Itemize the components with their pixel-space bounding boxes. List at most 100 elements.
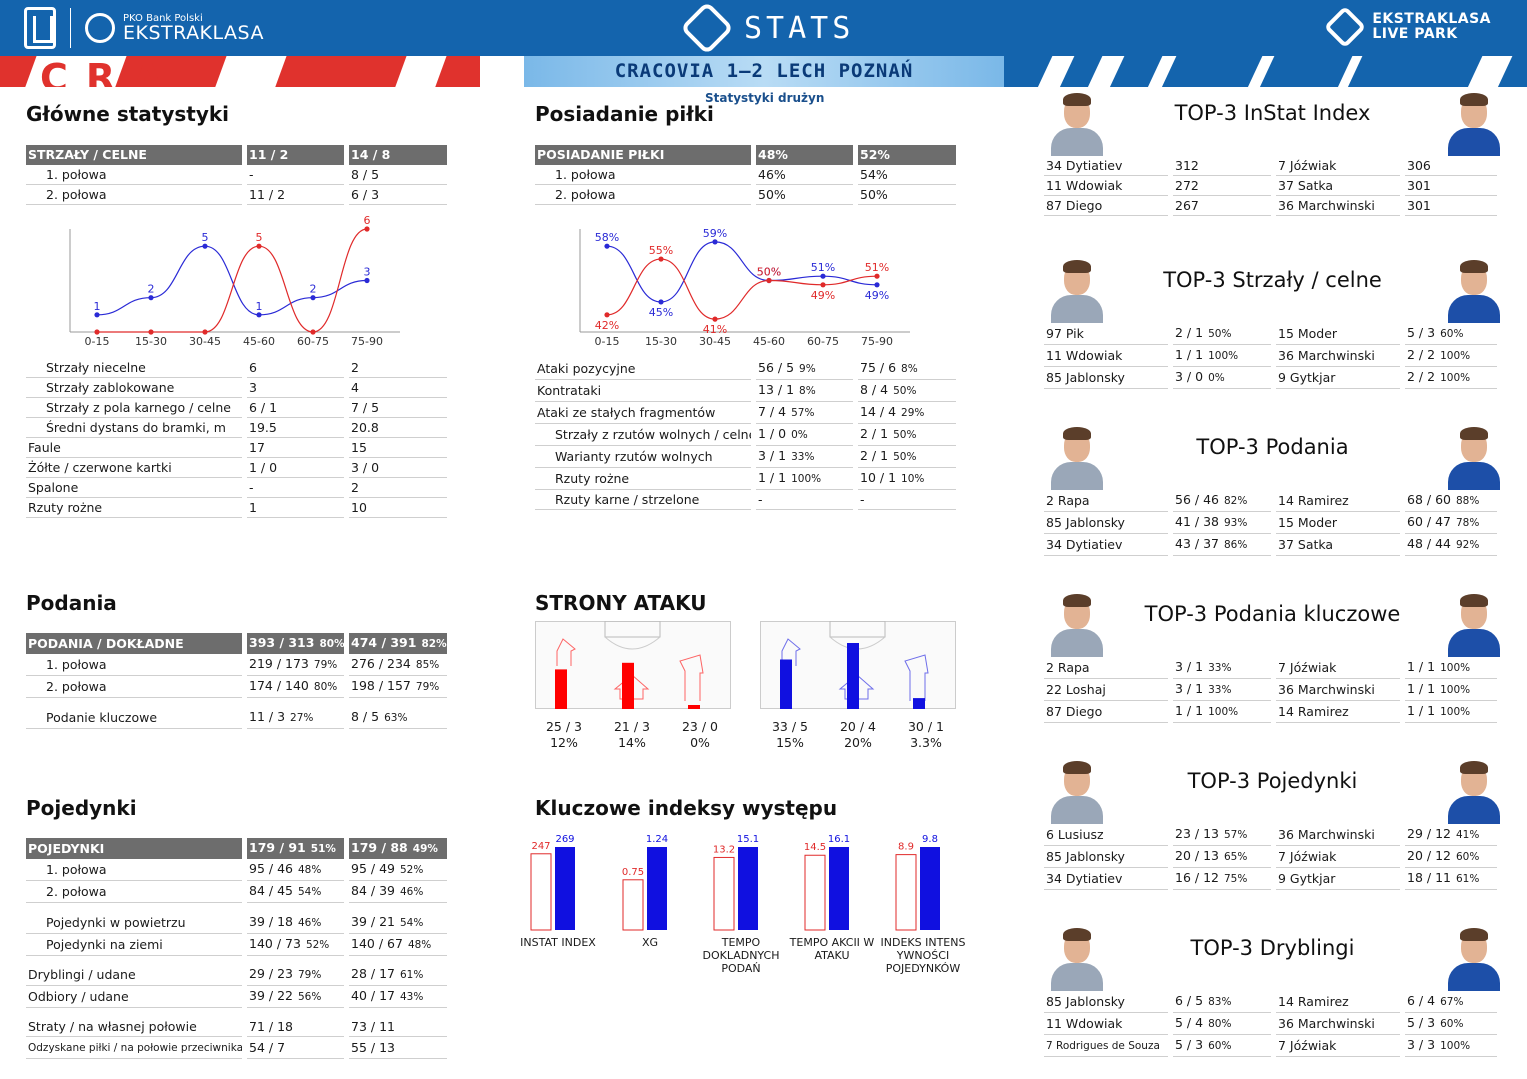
cell-value: 14 Ramirez [1278, 994, 1349, 1009]
home-player-name: 11 Wdowiak [1044, 175, 1168, 196]
cell-value: 1 / 1 [1407, 681, 1436, 696]
x-tick-label: 0-15 [595, 335, 620, 348]
data-point [94, 312, 100, 318]
data-label: 1 [256, 300, 263, 313]
cell-value: Rzuty rożne [555, 471, 630, 486]
section-attack-sides: STRONY ATAKU [535, 591, 707, 615]
cell-percent: 43% [399, 991, 424, 1003]
top3-table: 2 Rapa 56 / 46 82% 14 Ramirez 68 / 60 88% 85 J… [1044, 490, 1497, 556]
data-label: 6 [364, 214, 371, 227]
table-row: Spalone - 2 [26, 477, 447, 498]
home-player-value: 1 / 1 100% [1173, 700, 1271, 723]
cell-value: Warianty rzutów wolnych [555, 449, 713, 464]
row-label: PODANIA / DOKŁADNE [26, 633, 242, 654]
table-row: Faule 17 15 [26, 437, 447, 458]
cell-value: 272 [1175, 178, 1199, 193]
data-label: 51% [811, 261, 835, 274]
top3-table: 6 Lusiusz 23 / 13 57% 36 Marchwinski 29 / 12… [1044, 824, 1497, 890]
away-player-name: 37 Satka [1276, 533, 1400, 556]
cell-value: Odbiory / udane [28, 989, 129, 1004]
attack-bar [913, 698, 925, 709]
top3-row: 2 Rapa 56 / 46 82% 14 Ramirez 68 / 60 88% [1044, 490, 1497, 512]
cell-value: 6 / 5 [1175, 993, 1204, 1008]
table-row: Warianty rzutów wolnych 3 / 1 33% 2 / 1 50% [535, 445, 956, 468]
away-player-photo [1448, 593, 1500, 657]
possession-table: POSIADANIE PIŁKI 48% 52% 1. połowa 46% 54% 2. … [535, 145, 956, 205]
away-value: 2 [349, 358, 447, 378]
cell-value: 2 / 2 [1407, 369, 1436, 384]
data-label: 50% [757, 266, 781, 279]
away-value: 55 / 13 [349, 1036, 447, 1059]
cell-value: Faule [28, 440, 61, 455]
cell-percent: 33% [1208, 662, 1232, 674]
kpi-bar-away [555, 847, 575, 930]
attack-side-label: 20 / 4 20% [828, 719, 888, 751]
cell-percent: 33% [1208, 684, 1232, 696]
away-player-name: 7 Jóźwiak [1276, 156, 1400, 176]
cell-value: 97 Pik [1046, 326, 1084, 341]
home-value: 174 / 140 80% [247, 675, 344, 698]
right-arrow-icon [679, 654, 704, 701]
table-header-row: PODANIA / DOKŁADNE 393 / 313 80% 474 / 391 8… [26, 633, 447, 654]
home-player-photo [1051, 92, 1103, 156]
cell-value: 56 / 46 [1175, 492, 1219, 507]
cell-percent: 93% [1223, 517, 1248, 529]
cell-percent: 41% [1455, 829, 1480, 841]
top3-table: 2 Rapa 3 / 1 33% 7 Jóźwiak 1 / 1 100% 22 Losha… [1044, 657, 1497, 723]
home-value: - [756, 489, 853, 510]
data-point [604, 243, 610, 249]
kpi-value-away: 1.24 [646, 834, 668, 845]
cell-value: 140 / 73 [249, 935, 301, 951]
cell-value: 1 / 0 [758, 426, 787, 441]
away-player-photo [1448, 92, 1500, 156]
cell-value: - [860, 492, 865, 507]
cell-value: 37 Satka [1278, 537, 1334, 552]
attack-bar [622, 662, 634, 709]
data-point [310, 295, 316, 301]
table-row: 2. połowa 174 / 140 80% 198 / 157 79% [26, 675, 447, 698]
home-value: - [247, 164, 344, 185]
away-value: 84 / 39 46% [349, 880, 447, 903]
kpi-bar-away [829, 847, 849, 930]
home-value: 140 / 73 52% [247, 933, 344, 956]
top3-row: 7 Rodrigues de Souza 5 / 3 60% 7 Jóźwiak 3 /… [1044, 1034, 1497, 1057]
cell-value: 87 Diego [1046, 704, 1103, 719]
row-label: Strzały z rzutów wolnych / celne [535, 423, 751, 446]
away-player-name: 36 Marchwinski [1276, 824, 1400, 846]
home-value: 1 / 0 0% [756, 423, 853, 446]
cell-percent: 80% [313, 681, 338, 693]
row-label: POSIADANIE PIŁKI [535, 145, 751, 165]
cell-value: 39 / 21 [351, 913, 395, 929]
row-label: Pojedynki na ziemi [26, 933, 242, 956]
data-point [820, 273, 826, 279]
cell-value: - [249, 166, 254, 182]
home-value: 17 [247, 437, 344, 458]
cell-value: 14 / 8 [351, 147, 391, 163]
cell-percent: 67% [1440, 996, 1464, 1008]
home-player-value: 3 / 1 33% [1173, 657, 1271, 679]
home-player-name: 2 Rapa [1044, 657, 1168, 679]
kpi-bar-home [530, 853, 552, 931]
home-value: 1 [247, 497, 344, 518]
cell-value: 5 / 3 [1175, 1037, 1204, 1052]
away-player-name: 15 Moder [1276, 511, 1400, 534]
away-value: 8 / 5 [349, 164, 447, 185]
home-player-name: 87 Diego [1044, 700, 1168, 723]
home-value: 6 [247, 358, 344, 378]
cell-value: Rzuty karne / strzelone [555, 492, 700, 507]
cell-value: 29 / 23 [249, 966, 293, 981]
row-label: Pojedynki w powietrzu [26, 911, 242, 934]
cell-percent: 0% [791, 429, 808, 441]
home-player-photo [1051, 760, 1103, 824]
home-player-photo [1051, 259, 1103, 323]
top3-row: 34 Dytiatiev 312 7 Jóźwiak 306 [1044, 156, 1497, 176]
home-value: 179 / 91 51% [247, 838, 344, 859]
cell-value: Strzały zablokowane [46, 380, 175, 395]
cell-value: 7 Rodrigues de Souza [1046, 1040, 1160, 1052]
cell-value: 34 Dytiatiev [1046, 537, 1123, 552]
away-player-name: 37 Satka [1276, 175, 1400, 196]
home-value: 3 [247, 377, 344, 398]
cell-value: 15 Moder [1278, 515, 1338, 530]
row-label: Podanie kluczowe [26, 706, 242, 729]
cell-value: 1. połowa [555, 166, 616, 182]
